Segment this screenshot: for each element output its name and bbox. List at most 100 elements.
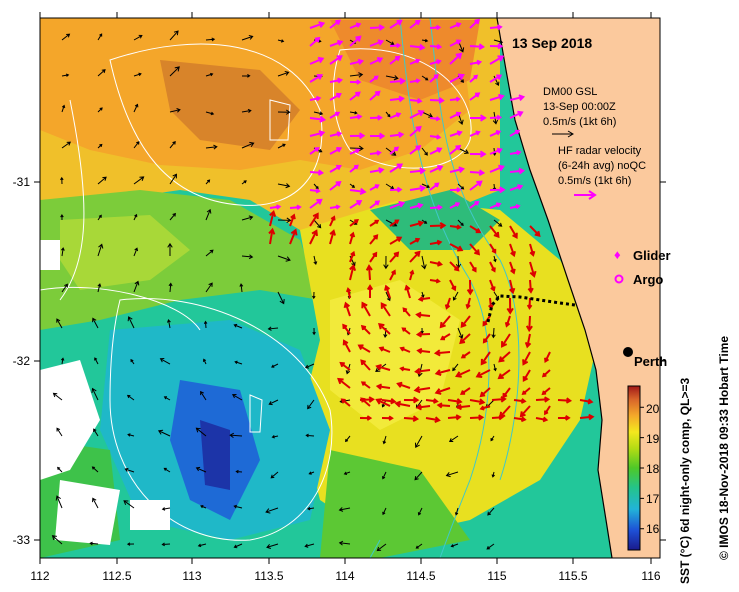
- gsl-arrow: [381, 471, 387, 480]
- gsl-arrow: [235, 469, 243, 474]
- argo-marker-icon: [614, 274, 624, 284]
- radar-arrow: [409, 237, 421, 245]
- radar-arrow: [329, 131, 343, 137]
- radar-arrow: [429, 164, 444, 173]
- gsl-arrow: [493, 39, 504, 44]
- gsl-arrow: [421, 255, 427, 270]
- x-tick: 115.5: [558, 569, 587, 583]
- radar-arrow: [557, 415, 571, 421]
- gsl-arrow: [455, 255, 462, 269]
- gsl-arrow: [56, 318, 63, 329]
- gsl-arrow: [92, 497, 99, 509]
- radar-arrow: [513, 416, 527, 423]
- gsl-arrow: [241, 215, 254, 221]
- radar-arrow: [349, 187, 367, 196]
- radar-arrow: [429, 24, 442, 31]
- radar-arrow: [509, 261, 516, 275]
- radar-arrow: [449, 202, 461, 209]
- radar-arrow: [361, 301, 371, 317]
- gsl-arrow: [167, 242, 173, 257]
- gsl-arrow: [493, 363, 497, 372]
- radar-arrow: [521, 387, 531, 396]
- gsl-arrow: [56, 427, 63, 437]
- gsl-arrow: [312, 291, 316, 300]
- gsl-arrow: [126, 542, 135, 546]
- radar-arrow: [409, 19, 421, 29]
- gsl-arrow: [420, 327, 424, 335]
- gsl-arrow: [205, 249, 214, 257]
- gsl-arrow: [415, 543, 423, 549]
- radar-arrow: [482, 333, 491, 344]
- radar-arrow: [409, 109, 425, 119]
- radar-arrow: [309, 36, 321, 47]
- radar-arrow: [268, 227, 276, 245]
- gsl-arrow: [277, 143, 286, 149]
- radar-arrow: [506, 297, 514, 315]
- radar-arrow: [489, 225, 500, 239]
- gsl-arrow: [168, 282, 173, 293]
- radar-arrow: [403, 396, 420, 404]
- gsl-arrow: [97, 107, 103, 113]
- radar-arrow: [535, 416, 549, 423]
- gsl-arrow: [277, 183, 291, 189]
- gsl-arrow: [271, 435, 279, 439]
- y-tick: -32: [13, 354, 31, 368]
- gsl-arrow: [89, 541, 99, 546]
- gsl-arrow: [195, 466, 207, 473]
- radar-arrow: [469, 414, 485, 421]
- gsl-arrow: [241, 180, 247, 185]
- radar-arrow: [415, 331, 431, 338]
- gsl-arrow: [349, 111, 358, 115]
- radar-arrow: [469, 150, 487, 158]
- radar-arrow: [369, 200, 381, 209]
- radar-line-3: 0.5m/s (1kt 6h): [558, 175, 631, 187]
- gsl-arrow: [421, 111, 433, 118]
- radar-arrow: [409, 78, 421, 84]
- radar-arrow: [401, 327, 411, 335]
- radar-arrow: [349, 231, 356, 245]
- radar-arrow: [309, 74, 324, 83]
- radar-arrow: [449, 96, 461, 102]
- gsl-arrow: [268, 399, 279, 406]
- radar-arrow: [309, 115, 327, 123]
- radar-arrow: [360, 381, 371, 389]
- gsl-arrow: [61, 141, 72, 149]
- radar-arrow: [439, 333, 451, 341]
- radar-arrow: [480, 351, 491, 366]
- gsl-arrow: [421, 183, 430, 189]
- radar-arrow: [489, 114, 503, 121]
- legend-glider: Glider: [633, 248, 671, 263]
- gsl-arrow: [205, 37, 216, 42]
- radar-arrow: [489, 279, 496, 292]
- radar-arrow: [489, 74, 503, 83]
- gsl-arrow: [241, 254, 254, 260]
- gsl-arrow: [313, 255, 318, 266]
- gsl-arrow: [91, 387, 99, 401]
- radar-arrow: [389, 146, 400, 155]
- radar-arrow: [389, 269, 396, 281]
- radar-arrow: [522, 369, 531, 382]
- gsl-arrow: [454, 507, 459, 516]
- radar-arrow: [375, 363, 391, 371]
- radar-arrow: [329, 146, 343, 155]
- radar-arrow: [375, 398, 391, 407]
- radar-arrow: [459, 333, 471, 345]
- gsl-arrow: [169, 30, 179, 41]
- radar-arrow: [389, 19, 403, 29]
- radar-arrow: [524, 333, 532, 349]
- radar-arrow: [359, 396, 375, 403]
- gsl-arrow: [124, 467, 135, 473]
- gsl-arrow: [241, 141, 255, 149]
- radar-arrow: [416, 347, 431, 355]
- gsl-arrow: [270, 471, 279, 479]
- gsl-arrow: [169, 141, 176, 149]
- gsl-arrow: [161, 507, 171, 511]
- radar-arrow: [513, 398, 527, 404]
- x-tick: 116: [641, 569, 660, 583]
- radar-arrow: [429, 260, 443, 267]
- sst-contours: [40, 43, 472, 541]
- radar-arrow: [522, 351, 531, 366]
- radar-arrow: [525, 315, 533, 333]
- gsl-arrow: [343, 471, 351, 475]
- radar-arrow: [449, 224, 462, 230]
